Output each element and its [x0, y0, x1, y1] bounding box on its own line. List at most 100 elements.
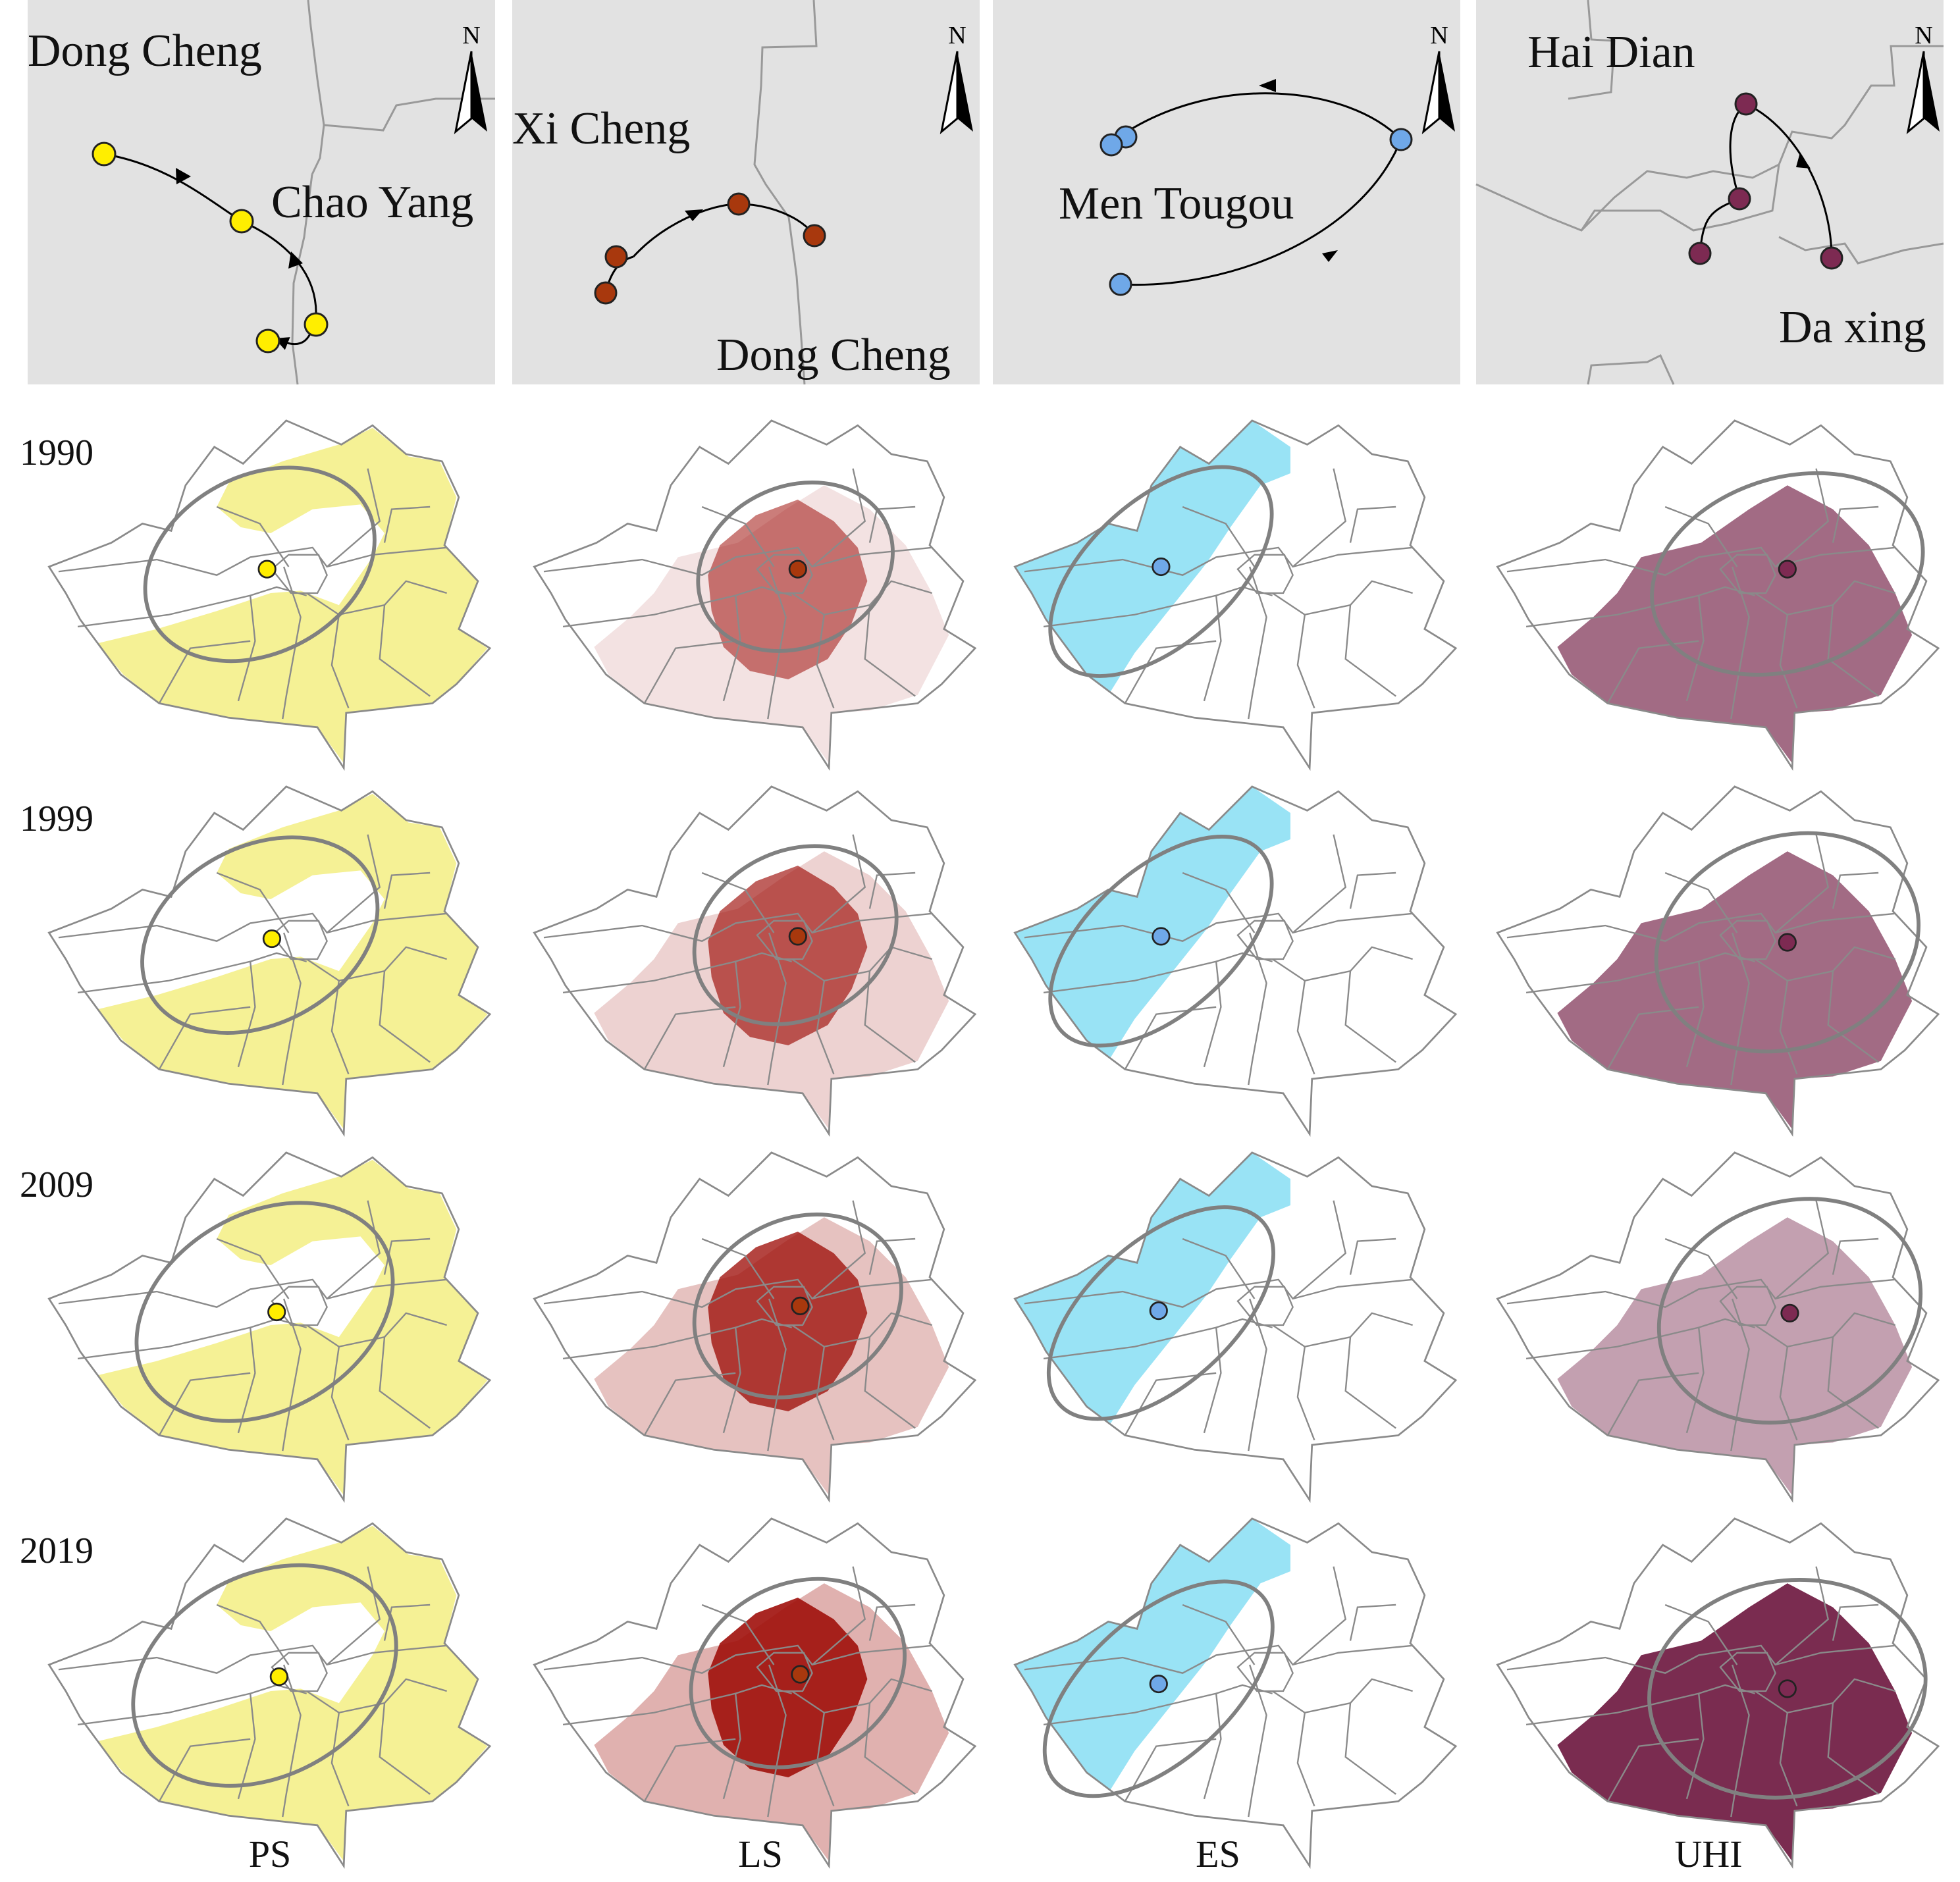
mean-center-point	[791, 1296, 810, 1315]
direction-arrow-icon	[1259, 79, 1276, 92]
district-boundary	[1778, 236, 1944, 265]
mean-center-point	[1152, 927, 1171, 946]
direction-arrow-icon	[685, 209, 703, 221]
standard-deviational-ellipse	[692, 844, 899, 1026]
centroid-point-1990	[92, 142, 117, 167]
north-arrow: N	[940, 22, 973, 134]
inset-panel-ES: Men Tougou N	[993, 0, 1460, 384]
centroid-point-2009	[304, 312, 329, 337]
centroid-point-1999	[1389, 128, 1413, 151]
inset-background	[512, 0, 980, 384]
centroid-point-2009	[727, 192, 751, 216]
north-arrow-label: N	[948, 22, 966, 49]
mean-center-point	[1778, 1679, 1797, 1698]
map-UHI-2009	[1496, 1151, 1940, 1502]
column-label-ES: ES	[1196, 1833, 1240, 1875]
mean-center-point	[1149, 1301, 1168, 1320]
mean-center-point	[1778, 560, 1797, 579]
direction-arrow-icon	[176, 168, 191, 184]
place-label: Chao Yang	[271, 177, 473, 228]
north-arrow-label: N	[462, 22, 480, 49]
north-arrow-icon	[1439, 51, 1455, 132]
inset-panel-LS: Xi Cheng Dong Cheng N	[512, 0, 980, 385]
north-arrow: N	[1906, 22, 1940, 134]
place-label: Dong Cheng	[716, 330, 951, 380]
centroid-point-2009	[1688, 242, 1712, 265]
mean-center-point	[257, 560, 277, 579]
year-label-2019: 2019	[20, 1530, 93, 1571]
north-arrow-icon	[957, 51, 973, 132]
map-UHI-1990	[1496, 419, 1940, 770]
map-PS-2019	[48, 1517, 491, 1868]
map-UHI-2019	[1496, 1517, 1940, 1868]
year-label-1990: 1990	[20, 432, 93, 473]
place-label: Xi Cheng	[512, 103, 690, 154]
year-labels: 1990 1999 2009 2019	[20, 432, 93, 1571]
mean-center-point	[269, 1667, 288, 1686]
north-arrow-label: N	[1430, 22, 1448, 49]
map-LS-1999	[533, 785, 976, 1136]
centroid-point-1999	[229, 209, 254, 234]
district-boundary	[1587, 353, 1675, 385]
map-UHI-1999	[1496, 785, 1940, 1136]
mean-center-point	[1152, 557, 1171, 577]
centroid-point-1990	[1109, 273, 1132, 296]
standard-deviational-ellipse	[1650, 471, 1925, 677]
mean-center-point	[788, 927, 807, 946]
standard-deviational-ellipse	[1647, 1578, 1928, 1800]
map-ES-2019	[1014, 1517, 1457, 1868]
district-boundary	[291, 174, 313, 385]
inset-panels: Dong Cheng Chao Yang N Xi Cheng Dong Che…	[28, 0, 1944, 385]
centroid-point-2019	[255, 328, 280, 353]
district-boundary	[1475, 45, 1944, 232]
place-label: Da xing	[1779, 302, 1926, 353]
place-label: Dong Cheng	[28, 26, 262, 76]
centroid-point-2019	[803, 224, 826, 248]
inset-background	[28, 0, 495, 384]
map-PS-1999	[48, 785, 491, 1136]
standard-deviational-ellipse	[131, 1563, 398, 1788]
standard-deviational-ellipse	[689, 1577, 907, 1769]
map-ES-2009	[1014, 1151, 1457, 1502]
place-label: Hai Dian	[1527, 27, 1695, 78]
standard-deviational-ellipse	[1048, 835, 1274, 1048]
standard-deviational-ellipse	[696, 481, 895, 653]
column-label-UHI: UHI	[1674, 1833, 1742, 1875]
inset-panel-UHI: Hai Dian Da xing N	[1475, 0, 1944, 385]
standard-deviational-ellipse	[143, 465, 377, 664]
mean-center-point	[1778, 933, 1797, 952]
mean-center-point	[1149, 1674, 1168, 1694]
standard-deviational-ellipse	[140, 835, 380, 1035]
year-label-1999: 1999	[20, 798, 93, 839]
centroid-point-1999	[1728, 187, 1751, 211]
map-ES-1990	[1014, 419, 1457, 770]
north-arrow: N	[454, 22, 487, 134]
district-boundary	[1568, 0, 1616, 100]
map-PS-2009	[48, 1151, 491, 1502]
standard-deviational-ellipse	[692, 1213, 903, 1399]
district-boundary	[1580, 164, 1780, 232]
map-ES-1999	[1014, 785, 1457, 1136]
standard-deviational-ellipse	[1656, 1197, 1923, 1425]
district-boundary	[323, 97, 495, 132]
north-arrow-icon	[471, 51, 487, 132]
centroid-point-2019	[1099, 133, 1123, 157]
standard-deviational-ellipse	[1048, 465, 1274, 678]
centroid-trajectory	[1120, 139, 1402, 286]
year-label-2009: 2009	[20, 1164, 93, 1205]
map-LS-1990	[533, 419, 976, 770]
column-label-LS: LS	[738, 1833, 783, 1875]
place-label: Men Tougou	[1059, 178, 1294, 229]
mean-center-point	[788, 560, 807, 579]
north-arrow-label: N	[1915, 22, 1932, 49]
column-labels: PS LS ES UHI	[249, 1833, 1743, 1875]
centroid-point-1999	[604, 245, 628, 269]
inset-panel-PS: Dong Cheng Chao Yang N	[28, 0, 495, 385]
map-grid	[48, 419, 1940, 1868]
mean-center-point	[791, 1665, 810, 1684]
north-arrow-icon	[1924, 51, 1940, 132]
map-LS-2019	[533, 1517, 976, 1868]
centroid-trajectory	[103, 153, 242, 222]
direction-arrow-icon	[1796, 153, 1811, 169]
